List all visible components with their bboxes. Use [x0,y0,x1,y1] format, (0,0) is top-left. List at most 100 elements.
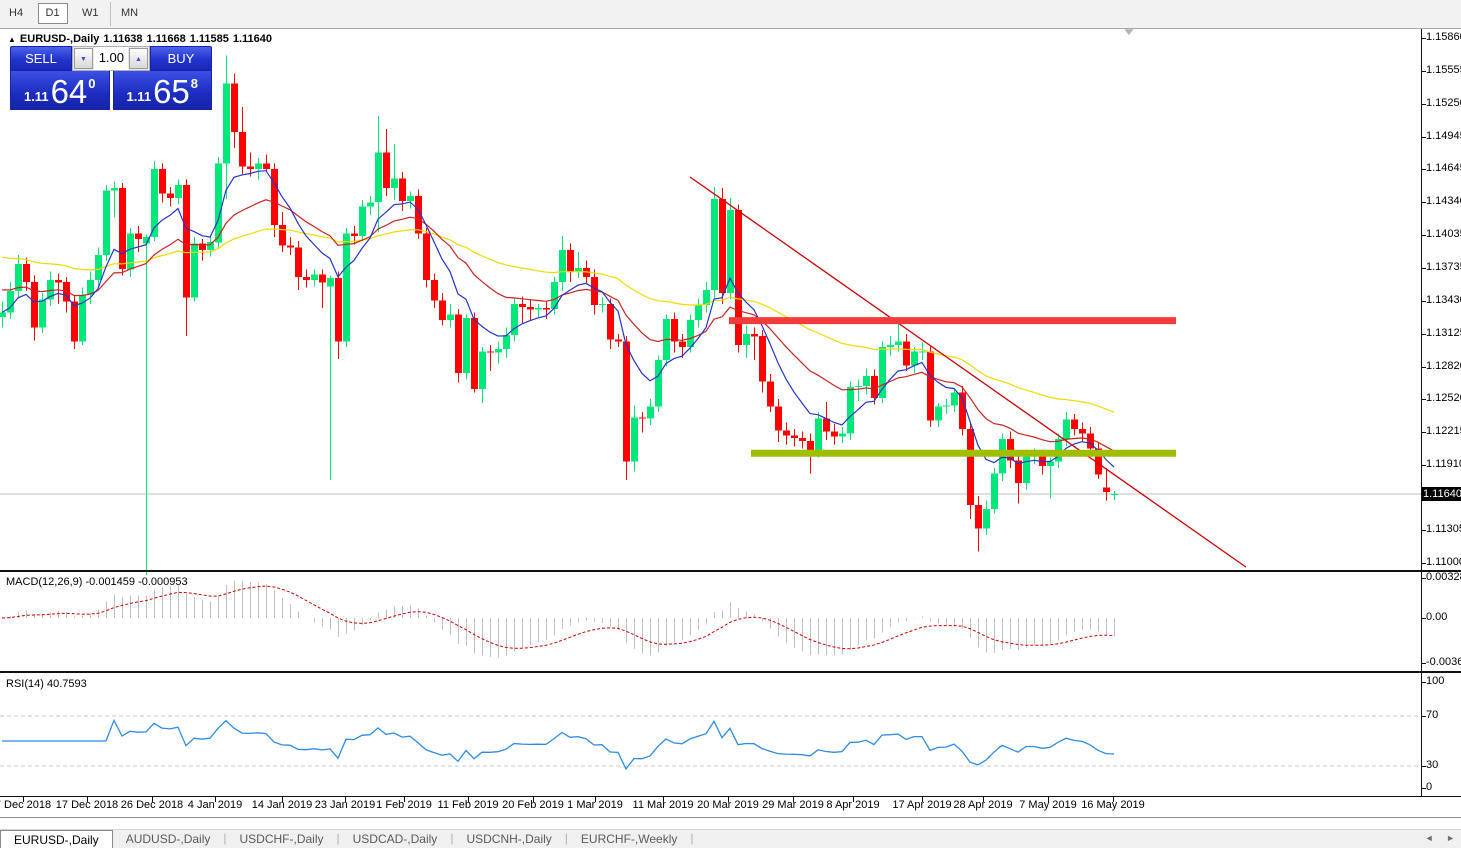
tab-separator: | [564,831,568,845]
spinner-down-icon: ▼ [80,56,87,63]
bar-open-value: 1.11638 [103,33,143,45]
tab-separator: | [690,831,694,845]
price-axis-label: 1.11910 [1426,457,1461,470]
chart-tab-usdchf[interactable]: USDCHF-,Daily [239,832,324,846]
date-axis-label: 1 Feb 2019 [376,799,432,811]
rsi-line [2,718,1115,771]
date-axis-label: 14 Jan 2019 [251,799,313,811]
tab-separator: | [223,831,227,845]
tab-separator: | [336,831,340,845]
date-axis-label: 8 Apr 2019 [826,799,880,811]
timeframe-button-mn[interactable]: MN [120,7,139,19]
moving-average-8[interactable] [1,170,1115,468]
timeframe-button-h4[interactable]: H4 [9,7,24,19]
date-axis-label: 20 Feb 2019 [502,799,564,811]
price-axis-label: 1.14340 [1426,195,1461,208]
tab-scroll-left-icon[interactable]: ◄ [1424,833,1434,843]
rsi-axis-label: 30 [1426,759,1439,771]
chart-tab-usdcnh[interactable]: USDCNH-,Daily [466,832,552,846]
date-axis-label: 28 Apr 2019 [953,799,1013,811]
price-axis-label: 1.14945 [1426,129,1461,142]
bar-low-value: 1.11585 [189,33,229,45]
volume-control: ▼ 1.00 ▲ [72,46,150,71]
macd-indicator-label: MACD(12,26,9) -0.001459 -0.000953 [6,576,188,588]
macd-axis-label: -0.003659 [1426,656,1461,668]
date-axis-label: 4 Jan 2019 [187,799,243,811]
sell-price-big-digits: 64 [50,73,88,110]
volume-decrease-button[interactable]: ▼ [74,48,93,69]
collapse-arrow-icon[interactable]: ▲ [8,35,16,44]
price-axis-label: 1.13125 [1426,326,1461,339]
date-axis-label: 17 Apr 2019 [892,799,952,811]
date-axis-label: 1 Mar 2019 [567,799,623,811]
buy-button[interactable]: BUY [150,46,212,71]
chart-title-bar: ▲ EURUSD-,Daily 1.11638 1.11668 1.11585 1.116… [8,33,276,45]
moving-average-21[interactable] [1,199,1115,452]
toolbar-separator [110,2,111,26]
date-axis-label: 11 Mar 2019 [632,799,694,811]
date-axis-label: 23 Jan 2019 [314,799,376,811]
macd-signal-line [1,585,1115,650]
macd-axis-label: 0.003287 [1426,570,1461,583]
price-axis-label: 1.15250 [1426,96,1461,109]
rsi-value: 40.7593 [46,678,87,690]
buy-price-pip-digit: 8 [190,76,199,91]
price-panel-divider [109,71,113,110]
date-axis-label: 29 Mar 2019 [762,799,824,811]
chart-symbol-label: EURUSD-,Daily [19,33,100,45]
timeframe-toolbar: H4 D1 W1 MN [0,0,1461,29]
price-axis-label: 1.11305 [1426,523,1461,536]
price-axis-label: 1.14035 [1426,228,1461,241]
bar-high-value: 1.11668 [146,33,186,45]
tab-scroll-right-icon[interactable]: ► [1446,833,1455,843]
descending-trendline[interactable] [689,176,1247,568]
sell-button[interactable]: SELL [10,46,72,71]
chart-tab-audusd[interactable]: AUDUSD-,Daily [125,832,211,846]
price-axis-label: 1.12820 [1426,359,1461,372]
date-axis-label: 16 May 2019 [1081,799,1145,811]
macd-axis-label: 0.00 [1426,611,1448,623]
rsi-axis-label: 70 [1426,709,1439,721]
moving-average-55[interactable] [1,228,1115,413]
macd-values: -0.001459 -0.000953 [85,576,188,588]
price-axis-label: 1.12215 [1426,424,1461,437]
buy-price-big-digits: 65 [153,73,190,110]
tab-scroll-buttons: ◄ ► [1415,830,1461,848]
timeframe-button-d1[interactable]: D1 [37,3,68,24]
date-axis-label: 7 Dec 2018 [0,799,52,811]
window-frame-gap [0,818,1461,829]
chart-tab-bar: EURUSD-,Daily AUDUSD-,Daily | USDCHF-,Da… [0,829,1461,848]
price-axis-label: 1.15860 [1426,31,1461,43]
sell-price-small-digits: 1.11 [23,89,49,104]
rsi-indicator-label: RSI(14) 40.7593 [6,678,87,690]
chart-shift-marker-icon[interactable]: ▼ [1121,27,1137,38]
price-axis-label: 1.12520 [1426,391,1461,404]
date-axis-label: 20 Mar 2019 [697,799,759,811]
price-axis-label: 1.13735 [1426,260,1461,273]
date-axis-label: 11 Feb 2019 [437,799,499,811]
one-click-trading-panel: SELL ▼ 1.00 ▲ BUY 1.11 64 0 1.11 65 8 [10,46,212,110]
tab-separator: | [450,831,454,845]
chart-tab-eurchf[interactable]: EURCHF-,Weekly [580,832,678,846]
chart-tab-usdcad[interactable]: USDCAD-,Daily [352,832,438,846]
volume-increase-button[interactable]: ▲ [129,48,148,69]
date-axis-label: 7 May 2019 [1019,799,1077,811]
rsi-axis-label: 100 [1426,675,1445,687]
price-axis-label: 1.11000 [1426,556,1461,569]
sell-price-pip-digit: 0 [88,76,96,91]
date-axis-label: 26 Dec 2018 [120,799,184,811]
sell-price-display[interactable]: 1.11 64 0 [10,71,110,110]
current-price-tag: 1.11640 [1422,487,1461,501]
spinner-up-icon: ▲ [135,56,142,63]
price-axis-label: 1.15555 [1426,63,1461,76]
buy-price-display[interactable]: 1.11 65 8 [112,71,212,110]
bar-close-value: 1.11640 [232,33,273,45]
timeframe-button-w1[interactable]: W1 [82,7,99,19]
volume-input[interactable]: 1.00 [94,47,128,70]
date-axis-label: 17 Dec 2018 [55,799,119,811]
price-axis-label: 1.14645 [1426,162,1461,175]
buy-price-small-digits: 1.11 [126,89,152,104]
chart-tab-eurusd[interactable]: EURUSD-,Daily [0,830,113,848]
price-axis-label: 1.13430 [1426,293,1461,306]
